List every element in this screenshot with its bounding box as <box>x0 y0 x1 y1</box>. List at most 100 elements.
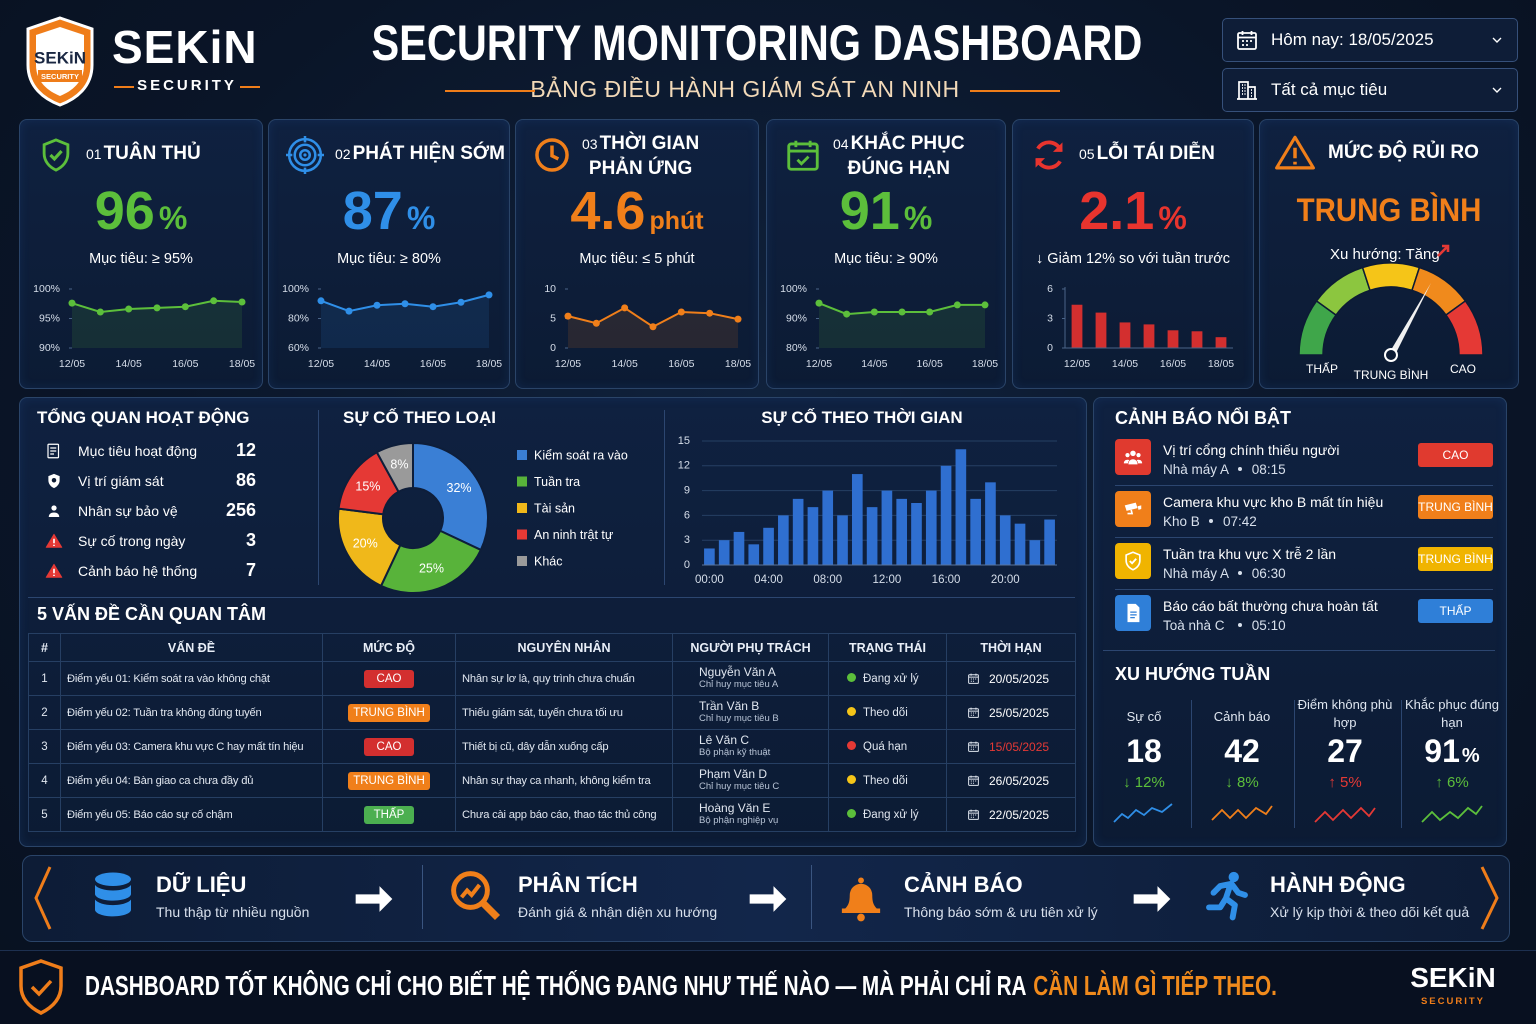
x-tick-label: 18/05 <box>972 358 998 370</box>
weekly-value: 91% <box>1404 735 1500 767</box>
alert-place: Kho B <box>1163 514 1200 529</box>
bar <box>1014 523 1026 565</box>
kpi-value-number: 96 <box>94 181 155 241</box>
section-divider <box>28 597 1075 598</box>
gauge-label: TRUNG BÌNH <box>1354 367 1429 382</box>
kpi-number: 05 <box>1079 146 1095 162</box>
bar <box>1119 322 1131 348</box>
flow-icon <box>841 877 881 922</box>
sparkline-area <box>819 303 985 348</box>
person-role: Bộ phận nghiệp vụ <box>699 814 779 826</box>
sparkline-point <box>815 299 823 307</box>
row-number: 4 <box>28 763 61 798</box>
status-cell: Đang xử lý <box>828 661 947 696</box>
sparkline-shape <box>1113 803 1173 823</box>
risk-title: MỨC ĐỘ RỦI RO <box>1328 142 1479 163</box>
deadline-icon-part <box>970 712 977 716</box>
gauge-hub <box>1384 348 1398 362</box>
x-tick-label: 12/05 <box>555 358 581 370</box>
kpi-value: 96% <box>20 184 262 238</box>
footer-band <box>0 950 1536 1024</box>
bar <box>807 507 819 565</box>
kpi-value-number: 4.6 <box>570 181 646 241</box>
flow-icon <box>1206 871 1248 921</box>
status-text: Theo dõi <box>863 774 908 787</box>
bar <box>763 527 774 565</box>
deadline-icon <box>968 741 979 752</box>
sparkline-shape <box>1211 805 1273 821</box>
bar <box>1044 519 1055 565</box>
sparkline-area <box>72 300 242 348</box>
bar <box>896 498 908 565</box>
table-header: VẤN ĐỀ <box>60 633 323 662</box>
alert-icon-part <box>1130 611 1137 619</box>
deadline-text: 15/05/2025 <box>989 739 1050 754</box>
sparkline-point <box>981 301 989 309</box>
dashboard-title: SECURITY MONITORING DASHBOARD <box>371 15 1143 71</box>
footer-shield-shape <box>19 959 63 1015</box>
x-tick-label: 12/05 <box>806 358 832 370</box>
filter-text: Tất cả mục tiêu <box>1271 80 1388 99</box>
footer-shield <box>19 959 63 1015</box>
flow-divider <box>422 865 423 929</box>
footer-check <box>30 979 53 997</box>
kpi-icon-part <box>550 145 560 161</box>
bar <box>1095 312 1107 348</box>
alert-divider <box>1115 537 1493 538</box>
x-tick-label: 16/05 <box>1160 358 1186 370</box>
x-tick-label: 16/05 <box>172 358 198 370</box>
kpi-icon <box>787 140 819 171</box>
x-tick-label: 04:00 <box>754 574 783 586</box>
kpi-number: 02 <box>335 146 351 162</box>
alert-title: Camera khu vực kho B mất tín hiệu <box>1163 494 1384 510</box>
kpi-title: 02 PHÁT HIỆN SỚM <box>335 142 505 167</box>
dropdown-chevron-part <box>1492 37 1502 43</box>
table-head: # VẤN ĐỀ MỨC ĐỘ NGUYÊN NHÂN NGƯỜI PHỤ TRÁCH T… <box>28 633 1076 662</box>
issue-text: Điểm yếu 04: Bàn giao ca chưa đầy đủ <box>60 763 323 798</box>
sparkline-point <box>345 307 353 315</box>
risk-level: TRUNG BÌNH <box>1296 192 1482 228</box>
brand-sub-wrap: SECURITY <box>112 77 262 94</box>
deadline-cell: 20/05/2025 <box>946 661 1076 696</box>
level-badge: TRUNG BÌNH <box>348 771 430 790</box>
brand: SEKiN <box>112 21 258 73</box>
alert-icon-box <box>1115 491 1151 527</box>
kpi-value: 4.6 phút <box>516 184 758 238</box>
alert-icon-part <box>1129 558 1137 565</box>
sparkline-point <box>621 304 629 312</box>
overview-label: Mục tiêu hoạt động <box>78 443 198 459</box>
alert-icon <box>1127 603 1140 623</box>
weekly-value: 27 <box>1297 735 1393 767</box>
pie-label: 20% <box>353 537 378 551</box>
alert-icon <box>1125 551 1141 571</box>
dropdown-chevron <box>1492 87 1502 93</box>
alert-place: Toà nhà C <box>1163 618 1225 633</box>
x-tick-label: 20:00 <box>991 574 1020 586</box>
y-tick-label: 3 <box>684 534 690 546</box>
alert-time: 06:30 <box>1251 566 1286 581</box>
cause-text: Nhân sự thay ca nhanh, không kiểm tra <box>455 763 673 798</box>
kpi-icon-part <box>303 153 307 157</box>
x-tick-label: 12/05 <box>308 358 334 370</box>
issue-text: Điểm yếu 05: Báo cáo sự cố chậm <box>60 797 323 832</box>
table-row: 1 Điểm yếu 01: Kiểm soát ra vào không chặ… <box>28 661 1076 696</box>
kpi-unit: % <box>1158 200 1187 236</box>
separator-dot <box>1237 623 1242 627</box>
alert-icon-part <box>1130 450 1136 457</box>
kpi-unit: % <box>158 200 188 236</box>
filter-dropdown[interactable]: Tất cả mục tiêu <box>1222 68 1518 112</box>
table-header-row: # VẤN ĐỀ MỨC ĐỘ NGUYÊN NHÂN NGƯỜI PHỤ TRÁCH T… <box>28 633 1076 662</box>
kpi-note: Mục tiêu: ≥ 80% <box>337 251 441 267</box>
level-cell: TRUNG BÌNH <box>322 695 456 730</box>
filter-dropdown[interactable]: Hôm nay: 18/05/2025 <box>1222 18 1518 62</box>
alert-place: Nhà máy A <box>1163 566 1230 581</box>
logo-shield: SEKiN SECURITY <box>26 16 94 107</box>
alert-title: Báo cáo bất thường chưa hoàn tất <box>1163 598 1378 614</box>
alerts-title: CẢNH BÁO NỔI BẬT <box>1115 408 1291 428</box>
flow-icon-part <box>841 908 881 913</box>
gauge-needle <box>1388 283 1431 357</box>
sparkline-point <box>429 303 437 311</box>
weekly-label: Điểm không phù hợp <box>1297 697 1393 731</box>
y-tick-label: 0 <box>1047 342 1053 354</box>
person-cell: Hoàng Văn E Bộ phận nghiệp vụ <box>672 797 829 832</box>
